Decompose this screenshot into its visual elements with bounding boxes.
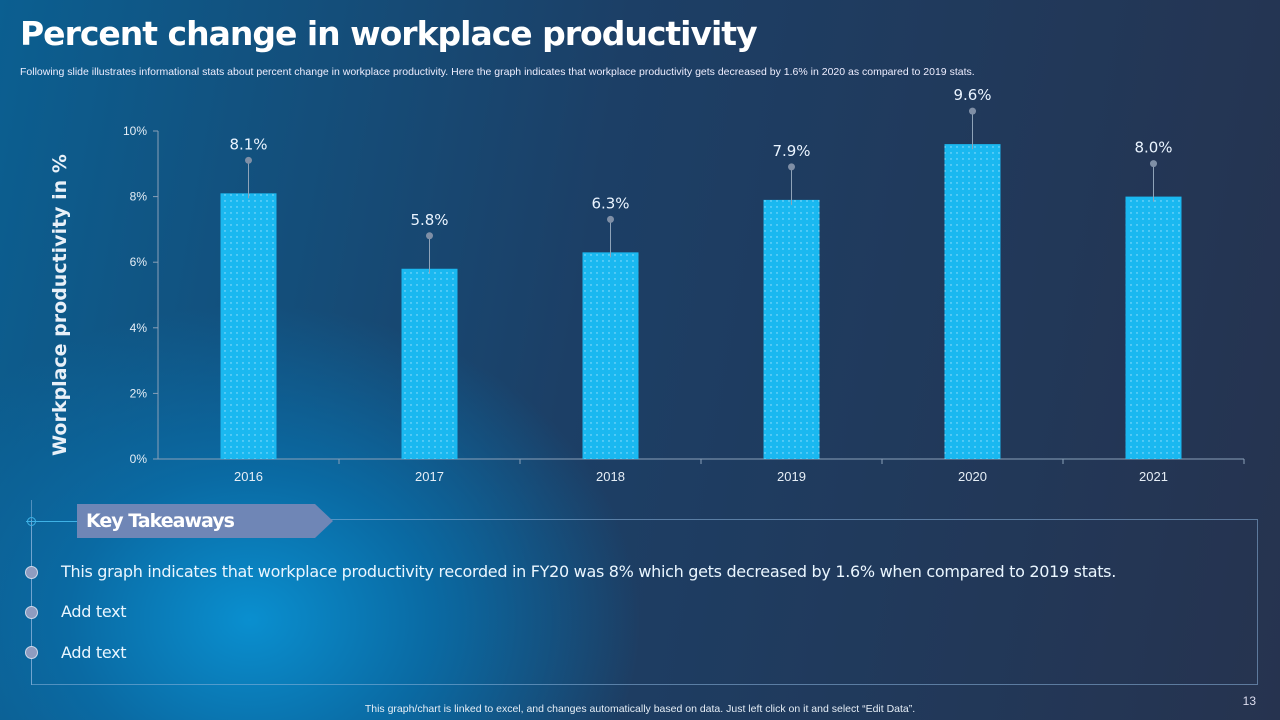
bullet-icon <box>25 646 38 659</box>
x-tick-label: 2017 <box>415 469 444 484</box>
slide-subtitle: Following slide illustrates informationa… <box>20 66 975 78</box>
bar-2019 <box>763 199 820 459</box>
timeline-line <box>31 500 32 685</box>
x-tick-label: 2020 <box>958 469 987 484</box>
bar-2021 <box>1125 196 1182 459</box>
bullet-icon <box>25 606 38 619</box>
key-takeaways-heading: Key Takeaways <box>77 504 333 538</box>
data-label-pin-icon <box>969 107 976 115</box>
bullet-icon <box>25 566 38 579</box>
divider <box>26 521 78 522</box>
x-tick-label: 2019 <box>777 469 806 484</box>
data-label: 7.9% <box>772 142 810 160</box>
takeaway-item: Add text <box>61 602 127 621</box>
data-label: 5.8% <box>410 211 448 229</box>
takeaways-frame <box>31 520 1258 685</box>
bar-chart: 0% 2% 4% 6% 8% 10% 2016 2017 2018 2019 2020 2021 8.1… <box>123 86 1245 484</box>
footer-note: This graph/chart is linked to excel, and… <box>364 703 916 715</box>
slide-title: Percent change in workplace productivity <box>20 14 758 53</box>
y-tick-label: 6% <box>130 255 148 269</box>
y-tick-label: 10% <box>123 124 147 138</box>
timeline-node-icon <box>27 517 36 526</box>
bar-2020 <box>944 144 1001 459</box>
y-tick-label: 4% <box>130 321 148 335</box>
takeaway-item: Add text <box>61 643 127 662</box>
data-label-pin-icon <box>788 163 795 171</box>
y-tick-label: 8% <box>130 190 148 204</box>
data-label: 9.6% <box>953 86 991 104</box>
divider <box>331 519 1258 520</box>
data-label: 8.1% <box>229 135 267 153</box>
bar-2017 <box>401 268 458 459</box>
data-label: 8.0% <box>1134 139 1172 157</box>
data-label: 6.3% <box>591 194 629 212</box>
y-axis-label: Workplace productivity in % <box>49 154 71 456</box>
bar-2018 <box>582 252 639 459</box>
takeaway-item: This graph indicates that workplace prod… <box>61 562 1116 581</box>
data-label-pin-icon <box>426 232 433 240</box>
data-label-pin-icon <box>245 156 252 164</box>
data-label-pin-icon <box>1150 160 1157 168</box>
bar-2016 <box>220 193 277 459</box>
x-tick-label: 2018 <box>596 469 625 484</box>
data-label-pin-icon <box>607 215 614 223</box>
y-tick-label: 0% <box>130 452 148 466</box>
x-tick-label: 2016 <box>234 469 263 484</box>
page-number: 13 <box>1242 694 1256 708</box>
x-tick-label: 2021 <box>1139 469 1168 484</box>
y-tick-label: 2% <box>130 386 148 400</box>
